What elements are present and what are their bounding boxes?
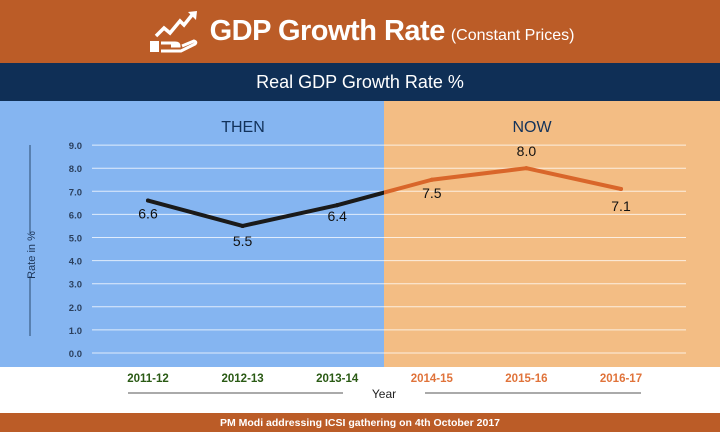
y-tick-label: 7.0 [69,187,82,198]
y-tick-label: 0.0 [69,349,82,360]
x-tick-label: 2016-17 [600,373,642,385]
y-tick-label: 8.0 [69,164,82,175]
line-segment-now [384,177,434,195]
data-point [429,177,434,182]
chart-title: GDP Growth Rate [209,15,446,47]
data-point [240,223,245,228]
y-tick-label: 9.0 [69,141,82,152]
then-label: THEN [221,119,265,136]
footer-text: PM Modi addressing ICSI gathering on 4th… [219,416,501,429]
line-chart: THEN NOW 0.01.02.03.04.05.06.07.08.09.0 … [0,101,720,401]
x-tick-label: 2012-13 [221,373,263,385]
x-tick-label: 2014-15 [411,373,454,385]
y-tick-label: 6.0 [69,210,82,221]
data-label: 7.5 [422,185,442,201]
then-region [0,101,384,367]
now-region [384,101,720,367]
header: GDP Growth Rate (Constant Prices) [0,0,720,63]
data-point [146,198,150,203]
chart-subtitle: (Constant Prices) [450,26,575,44]
y-tick-label: 1.0 [69,326,82,337]
data-point [335,203,340,208]
x-axis-label: Year [372,387,396,401]
line-segment-now [524,166,623,191]
y-tick-label: 3.0 [69,280,82,291]
line-segment-then [335,190,384,208]
chart-heading-band: Real GDP Growth Rate % [0,63,720,101]
data-label: 5.5 [233,233,253,249]
x-tick-label: 2013-14 [316,373,359,385]
x-tick-label: 2011-12 [127,373,169,385]
growth-chart-hand-icon [149,10,197,52]
data-point [619,186,623,191]
chart-heading: Real GDP Growth Rate % [256,71,464,92]
data-label: 8.0 [517,143,537,159]
line-segment-now [429,166,529,182]
data-label: 6.6 [138,206,158,222]
x-tick-label: 2015-16 [505,373,547,385]
data-label: 7.1 [611,198,631,214]
y-tick-label: 4.0 [69,257,82,268]
line-segment-then [146,198,245,228]
data-point [524,166,529,171]
y-tick-label: 5.0 [69,234,82,245]
data-label: 6.4 [327,208,347,224]
y-axis-label: Rate in % [26,231,38,279]
y-tick-label: 2.0 [69,303,82,314]
line-segment-then [240,203,340,228]
footer-caption: PM Modi addressing ICSI gathering on 4th… [0,413,720,432]
now-label: NOW [512,119,552,136]
